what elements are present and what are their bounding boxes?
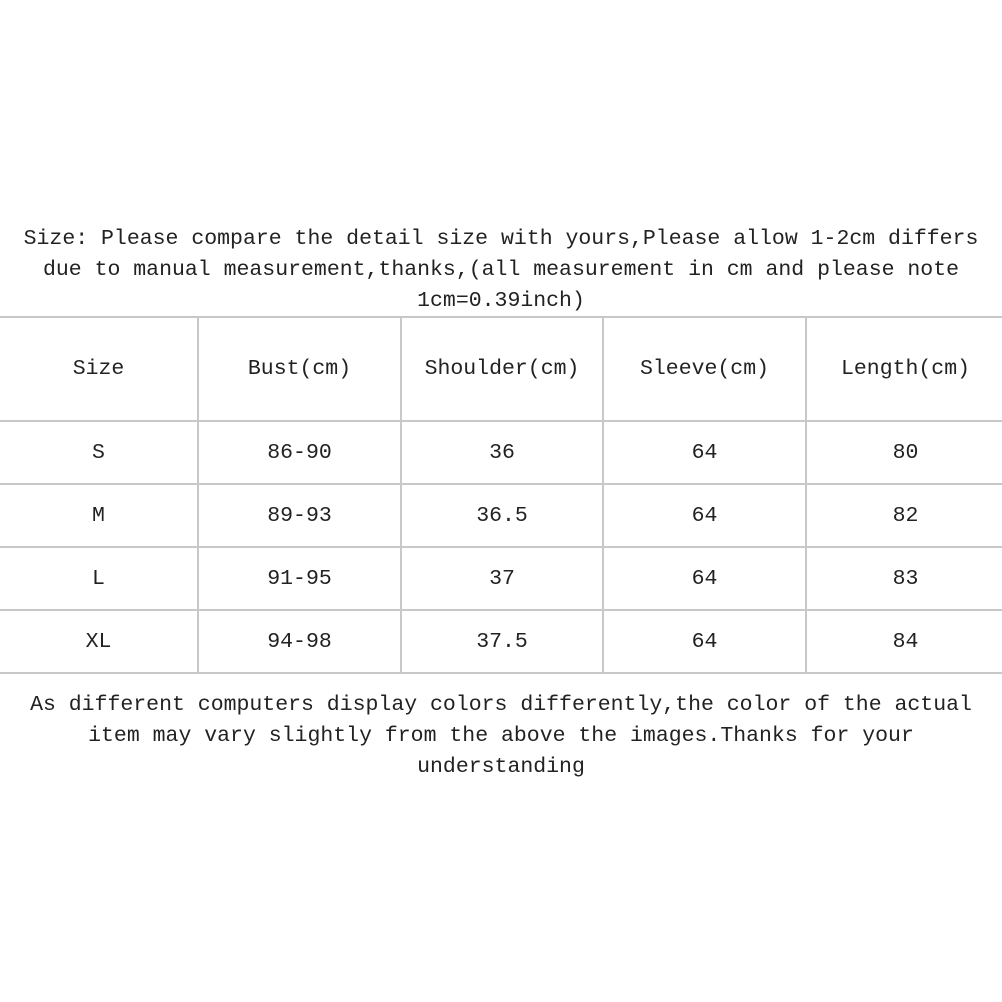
cell-size: L: [0, 546, 199, 611]
note-line: As different computers display colors di…: [30, 693, 972, 717]
table-row: XL 94-98 37.5 64 84: [0, 609, 1002, 674]
color-disclaimer-text: As different computers display colors di…: [0, 690, 1002, 783]
table-row: M 89-93 36.5 64 82: [0, 483, 1002, 548]
cell-sleeve: 64: [602, 609, 807, 674]
cell-size: M: [0, 483, 199, 548]
header-sleeve: Sleeve(cm): [602, 316, 807, 422]
cell-length: 83: [805, 546, 1002, 611]
cell-length: 80: [805, 420, 1002, 485]
cell-length: 82: [805, 483, 1002, 548]
cell-bust: 86-90: [197, 420, 402, 485]
cell-shoulder: 37.5: [400, 609, 604, 674]
note-line: understanding: [417, 755, 585, 779]
table-row: S 86-90 36 64 80: [0, 420, 1002, 485]
cell-bust: 89-93: [197, 483, 402, 548]
cell-size: XL: [0, 609, 199, 674]
header-shoulder: Shoulder(cm): [400, 316, 604, 422]
intro-line: due to manual measurement,thanks,(all me…: [42, 258, 960, 282]
intro-line: Size: Please compare the detail size wit…: [23, 227, 979, 251]
cell-bust: 94-98: [197, 609, 402, 674]
cell-bust: 91-95: [197, 546, 402, 611]
cell-length: 84: [805, 609, 1002, 674]
note-line: item may vary slightly from the above th…: [88, 724, 914, 748]
cell-size: S: [0, 420, 199, 485]
size-intro-text: Size: Please compare the detail size wit…: [0, 224, 1002, 317]
intro-line: 1cm=0.39inch): [417, 289, 585, 313]
cell-sleeve: 64: [602, 483, 807, 548]
cell-sleeve: 64: [602, 546, 807, 611]
cell-shoulder: 36: [400, 420, 604, 485]
header-size: Size: [0, 316, 199, 422]
cell-sleeve: 64: [602, 420, 807, 485]
cell-shoulder: 37: [400, 546, 604, 611]
header-bust: Bust(cm): [197, 316, 402, 422]
size-chart-table: Size Bust(cm) Shoulder(cm) Sleeve(cm) Le…: [0, 316, 1002, 674]
cell-shoulder: 36.5: [400, 483, 604, 548]
table-row: L 91-95 37 64 83: [0, 546, 1002, 611]
table-header-row: Size Bust(cm) Shoulder(cm) Sleeve(cm) Le…: [0, 316, 1002, 422]
header-length: Length(cm): [805, 316, 1002, 422]
